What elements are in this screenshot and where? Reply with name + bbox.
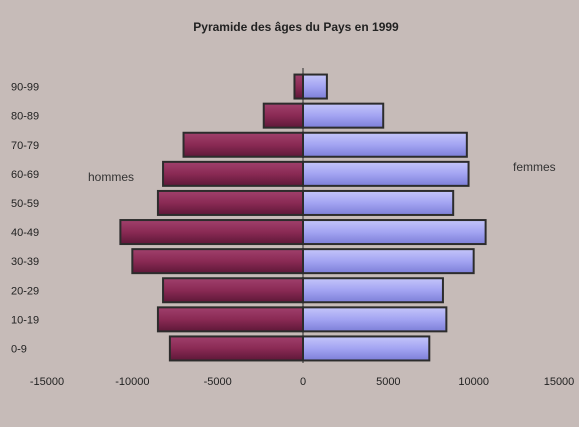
x-tick-label: 5000 xyxy=(376,376,400,388)
bar-femmes-90-99 xyxy=(302,73,328,100)
bar-hommes-0-9 xyxy=(168,335,304,362)
bar-femmes-20-29 xyxy=(302,277,444,304)
bar-hommes-80-89 xyxy=(262,102,305,129)
bar-femmes-10-19 xyxy=(302,306,448,333)
x-axis-labels: -15000 -10000 -5000 0 5000 10000 15000 xyxy=(30,376,574,388)
bar-hommes-20-29 xyxy=(162,277,304,304)
bar-hommes-40-49 xyxy=(119,219,304,246)
bar-hommes-10-19 xyxy=(156,306,304,333)
y-tick-label: 30-39 xyxy=(11,256,39,268)
bars-group xyxy=(119,68,487,363)
bar-femmes-30-39 xyxy=(302,248,475,275)
bar-femmes-60-69 xyxy=(302,160,470,187)
x-tick-label: 10000 xyxy=(458,376,489,388)
y-tick-label: 60-69 xyxy=(11,169,39,181)
bar-hommes-70-79 xyxy=(182,131,305,158)
bar-hommes-30-39 xyxy=(131,248,304,275)
y-tick-label: 90-99 xyxy=(11,82,39,94)
y-tick-label: 10-19 xyxy=(11,314,39,326)
bar-femmes-0-9 xyxy=(302,335,431,362)
y-axis-labels: 0-9 10-19 20-29 30-39 40-49 50-59 60-69 70-79 80… xyxy=(11,82,39,356)
bar-femmes-80-89 xyxy=(302,102,385,129)
series-label-hommes: hommes xyxy=(88,170,134,184)
x-tick-label: -5000 xyxy=(204,376,232,388)
bar-femmes-40-49 xyxy=(302,219,487,246)
y-tick-label: 0-9 xyxy=(11,343,27,355)
x-tick-label: 15000 xyxy=(544,376,575,388)
bar-hommes-60-69 xyxy=(162,160,304,187)
x-tick-label: 0 xyxy=(300,376,306,388)
bar-femmes-50-59 xyxy=(302,189,455,216)
bar-hommes-90-99 xyxy=(293,73,305,100)
bar-femmes-70-79 xyxy=(302,131,468,158)
y-tick-label: 80-89 xyxy=(11,111,39,123)
y-tick-label: 20-29 xyxy=(11,285,39,297)
y-tick-label: 40-49 xyxy=(11,227,39,239)
x-tick-label: -15000 xyxy=(30,376,64,388)
chart-title: Pyramide des âges du Pays en 1999 xyxy=(193,20,399,34)
y-tick-label: 50-59 xyxy=(11,198,39,210)
series-label-femmes: femmes xyxy=(513,160,556,174)
y-tick-label: 70-79 xyxy=(11,140,39,152)
x-tick-label: -10000 xyxy=(115,376,149,388)
bar-hommes-50-59 xyxy=(156,189,304,216)
